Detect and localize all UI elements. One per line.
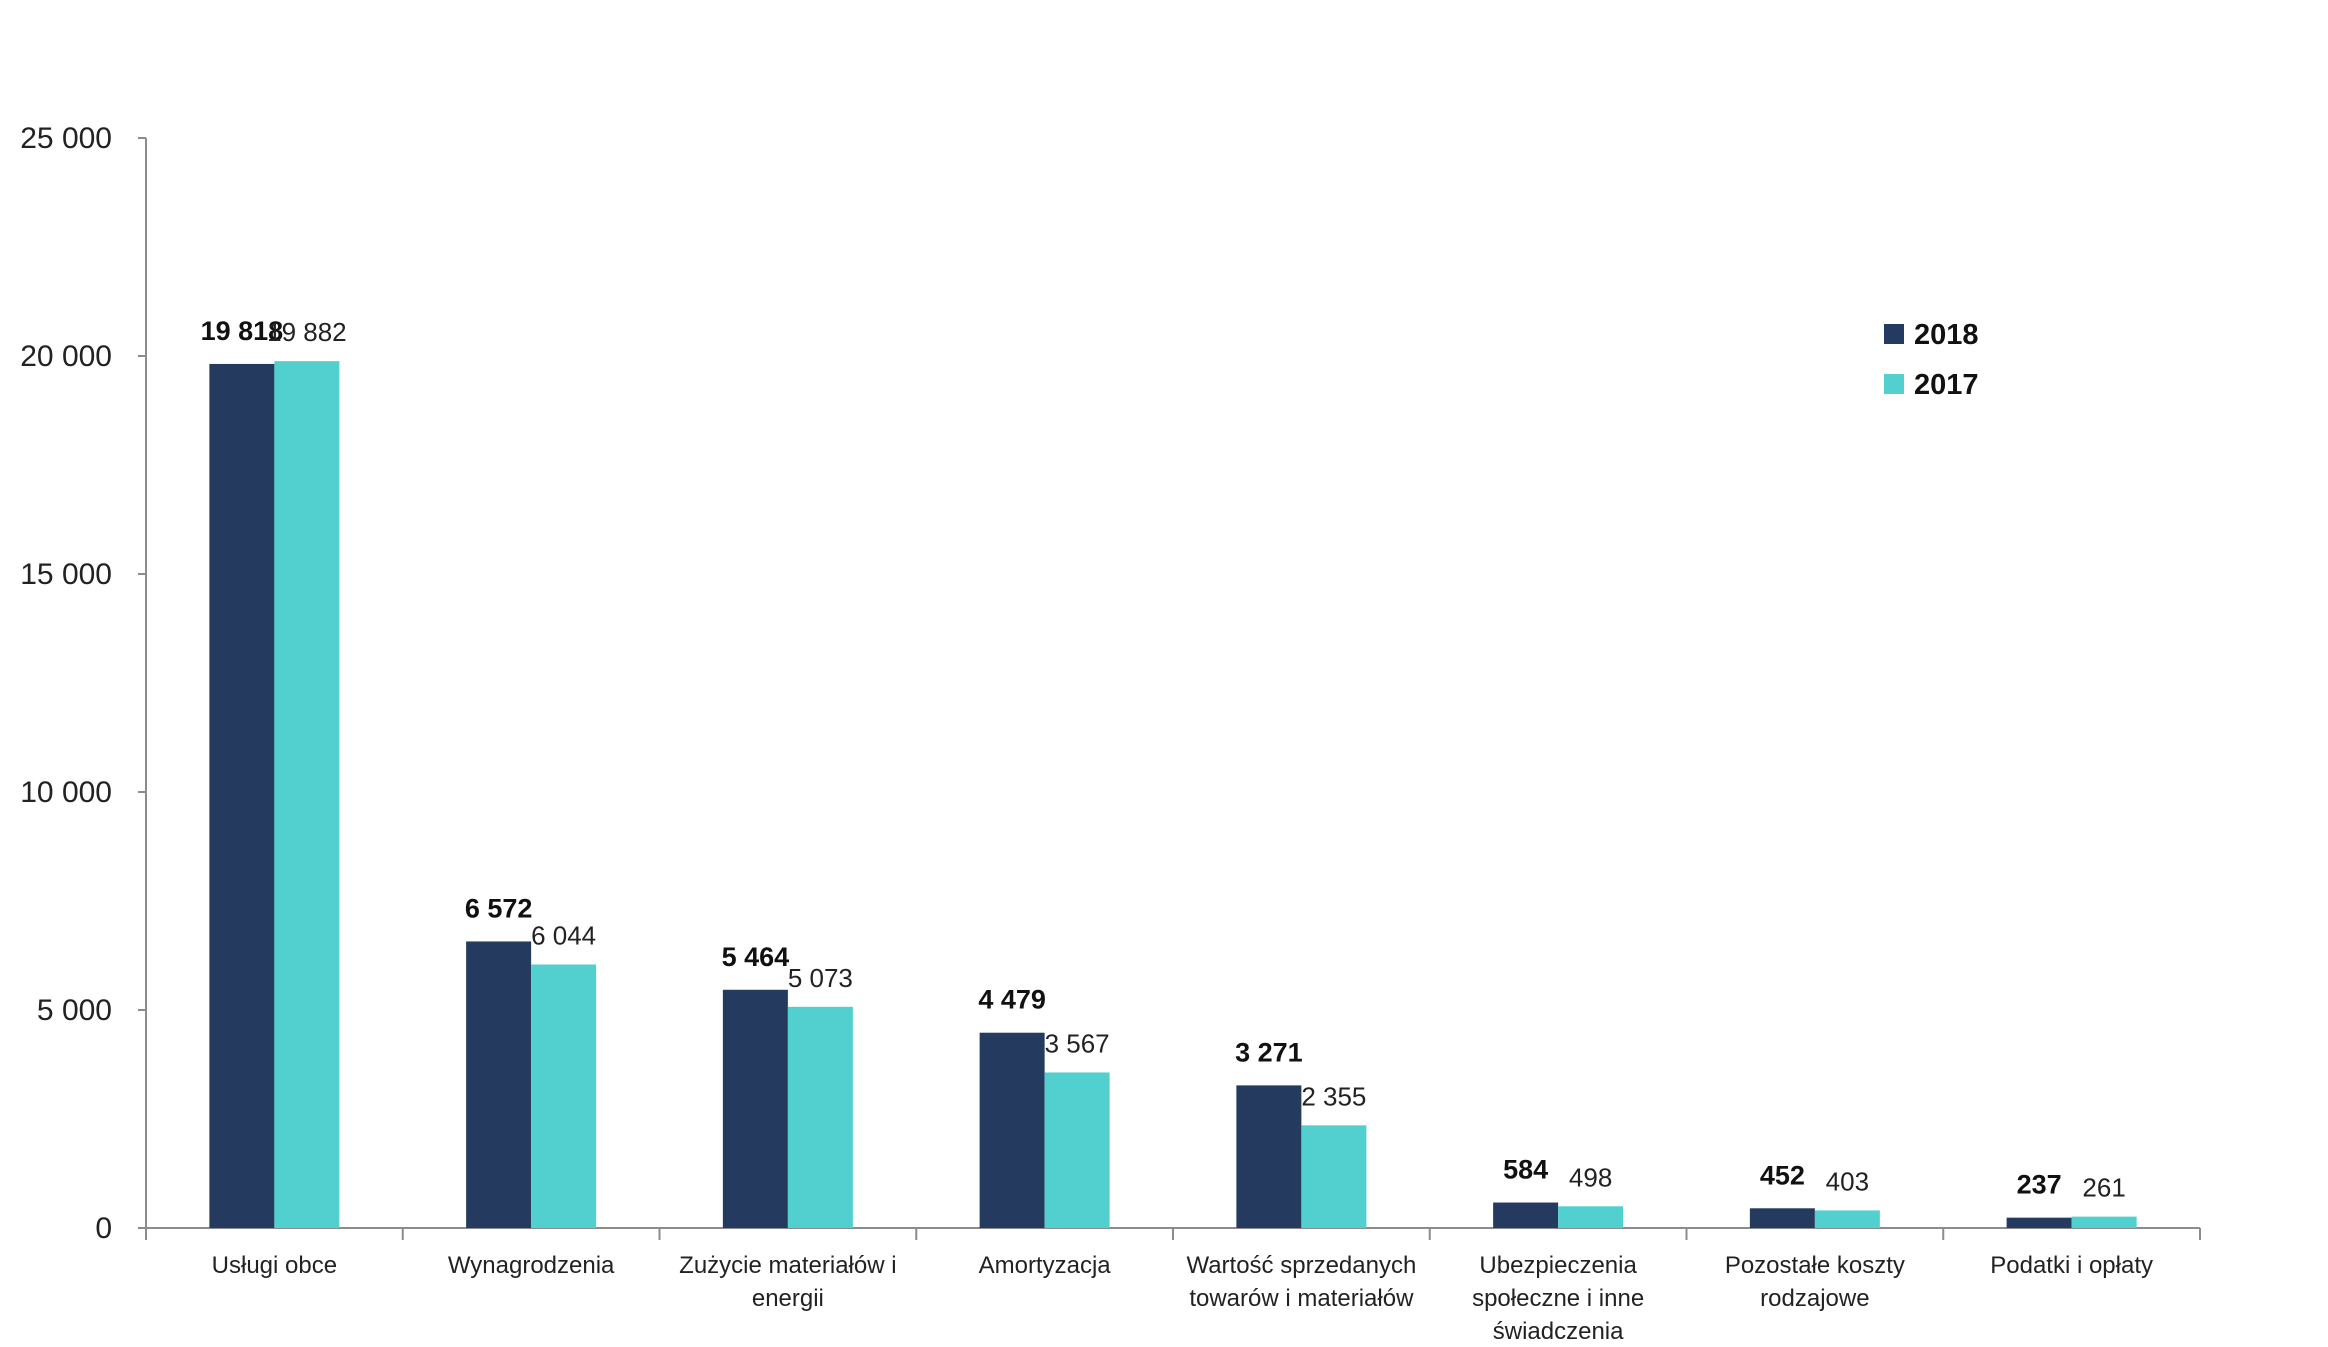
y-tick-label: 25 000: [20, 122, 112, 155]
bar-2018: [2006, 1217, 2072, 1228]
legend: 2018 2017: [1884, 319, 1979, 401]
data-label-2017: 5 073: [788, 963, 853, 993]
x-tick-label: rodzajowe: [1760, 1285, 1869, 1312]
legend-label-2018: 2018: [1914, 319, 1979, 351]
x-tick-label: Wartość sprzedanych: [1186, 1252, 1416, 1279]
x-tick-label: Zużycie materiałów i: [679, 1252, 896, 1279]
data-label-2018: 4 479: [978, 985, 1046, 1015]
x-tick-label: Amortyzacja: [979, 1252, 1112, 1279]
data-label-2017: 261: [2082, 1173, 2125, 1203]
bar-2018: [466, 941, 532, 1228]
data-label-2018: 5 464: [722, 942, 790, 972]
data-label-2017: 2 355: [1301, 1081, 1366, 1111]
data-label-2017: 403: [1826, 1166, 1869, 1196]
y-tick-label: 5 000: [37, 994, 112, 1027]
bar-2017: [531, 964, 597, 1228]
x-tick-label: Pozostałe koszty: [1725, 1252, 1905, 1279]
bar-2018: [1749, 1208, 1815, 1228]
data-label-2017: 498: [1569, 1162, 1612, 1192]
x-tick-label: towarów i materiałów: [1189, 1285, 1414, 1312]
data-label-2017: 19 882: [267, 317, 347, 347]
x-tick-label: energii: [752, 1285, 824, 1312]
y-tick-label: 10 000: [20, 776, 112, 809]
data-label-2018: 19 818: [201, 316, 284, 346]
data-label-2017: 3 567: [1045, 1028, 1110, 1058]
y-tick-label: 20 000: [20, 340, 112, 373]
bar-2018: [979, 1032, 1045, 1228]
bar-2018: [1236, 1085, 1302, 1228]
x-tick-label: Podatki i opłaty: [1990, 1252, 2153, 1279]
bar-2017: [1301, 1125, 1367, 1228]
legend-swatch-2017: [1884, 374, 1904, 394]
bar-2017: [2071, 1216, 2137, 1228]
data-label-2018: 237: [2017, 1170, 2062, 1200]
x-tick-label: Wynagrodzenia: [448, 1252, 615, 1279]
x-tick-label: Ubezpieczenia: [1479, 1252, 1637, 1279]
x-tick-label: Usługi obce: [212, 1252, 337, 1279]
x-axis: Usługi obce Wynagrodzenia Zużycie materiał…: [145, 1227, 2201, 1345]
data-label-2018: 6 572: [465, 893, 533, 923]
bar-2017: [1814, 1210, 1880, 1228]
bar-2018: [209, 363, 275, 1229]
legend-label-2017: 2017: [1914, 369, 1979, 401]
x-tick-label: społeczne i inne: [1472, 1285, 1644, 1312]
bar-2018: [1493, 1202, 1559, 1228]
bar-2017: [274, 361, 340, 1229]
legend-swatch-2018: [1884, 324, 1904, 344]
data-label-2017: 6 044: [531, 920, 596, 950]
y-tick-label: 15 000: [20, 558, 112, 591]
y-axis: 0 5 000 10 000 15 000 20 000 25 000: [20, 122, 147, 1245]
data-label-2018: 452: [1760, 1160, 1805, 1190]
y-tick-label: 0: [95, 1212, 112, 1245]
x-tick-label: świadczenia: [1493, 1318, 1624, 1345]
bar-2017: [787, 1006, 853, 1228]
bar-2017: [1558, 1206, 1624, 1228]
bars: [209, 361, 2137, 1229]
bar-2017: [1044, 1072, 1110, 1228]
bar-2018: [722, 989, 788, 1228]
data-label-2018: 584: [1503, 1155, 1548, 1185]
data-label-2018: 3 271: [1235, 1037, 1303, 1067]
